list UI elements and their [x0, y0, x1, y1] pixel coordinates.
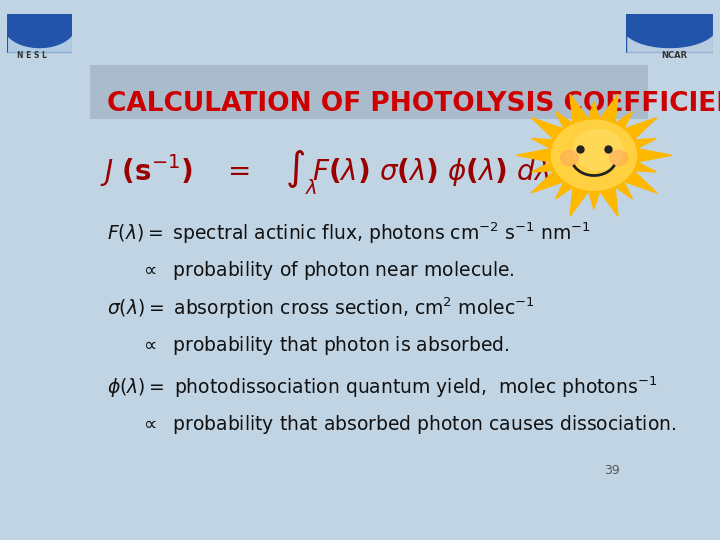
Polygon shape [626, 14, 713, 52]
FancyBboxPatch shape [90, 65, 648, 481]
Polygon shape [614, 112, 632, 130]
Polygon shape [531, 118, 564, 140]
Polygon shape [556, 112, 574, 130]
FancyBboxPatch shape [90, 65, 648, 119]
Text: $\phi(\lambda) =$ photodissociation quantum yield,  molec photons$^{-1}$: $\phi(\lambda) =$ photodissociation quan… [107, 374, 657, 400]
Polygon shape [624, 171, 657, 193]
Polygon shape [516, 148, 552, 162]
Text: $\propto$  probability that absorbed photon causes dissociation.: $\propto$ probability that absorbed phot… [140, 413, 677, 436]
Polygon shape [633, 161, 656, 172]
Polygon shape [7, 14, 72, 52]
Polygon shape [556, 181, 574, 199]
FancyBboxPatch shape [7, 14, 72, 52]
Circle shape [552, 120, 636, 191]
Text: N E S L: N E S L [17, 51, 47, 60]
Text: $F(\lambda) =$ spectral actinic flux, photons cm$^{-2}$ s$^{-1}$ nm$^{-1}$: $F(\lambda) =$ spectral actinic flux, ph… [107, 220, 590, 246]
Circle shape [610, 151, 628, 165]
Polygon shape [570, 94, 589, 124]
Polygon shape [532, 139, 555, 149]
Polygon shape [7, 33, 72, 52]
Text: $\propto$  probability of photon near molecule.: $\propto$ probability of photon near mol… [140, 259, 515, 282]
Polygon shape [588, 191, 600, 209]
Polygon shape [588, 102, 600, 120]
Polygon shape [599, 186, 618, 216]
Polygon shape [626, 36, 713, 52]
Text: $\propto$  probability that photon is absorbed.: $\propto$ probability that photon is abs… [140, 334, 510, 357]
Text: $\it{J}\ \mathregular{(s}^{-1}\mathregular{)}$   $=$   $\int_{\lambda}\!\it{F}\m: $\it{J}\ \mathregular{(s}^{-1}\mathregul… [99, 148, 549, 197]
Polygon shape [614, 181, 632, 199]
Text: NCAR: NCAR [661, 51, 687, 60]
Text: CALCULATION OF PHOTOLYSIS COEFFICIENTS: CALCULATION OF PHOTOLYSIS COEFFICIENTS [107, 91, 720, 117]
Polygon shape [636, 148, 672, 162]
Polygon shape [570, 186, 589, 216]
Circle shape [574, 130, 623, 170]
Text: $\sigma(\lambda) =$ absorption cross section, cm$^2$ molec$^{-1}$: $\sigma(\lambda) =$ absorption cross sec… [107, 295, 535, 321]
Circle shape [560, 151, 578, 165]
Polygon shape [531, 171, 564, 193]
FancyBboxPatch shape [626, 14, 713, 52]
Polygon shape [532, 161, 555, 172]
Polygon shape [599, 94, 618, 124]
Text: 39: 39 [604, 464, 620, 477]
Polygon shape [624, 118, 657, 140]
Polygon shape [633, 139, 656, 149]
